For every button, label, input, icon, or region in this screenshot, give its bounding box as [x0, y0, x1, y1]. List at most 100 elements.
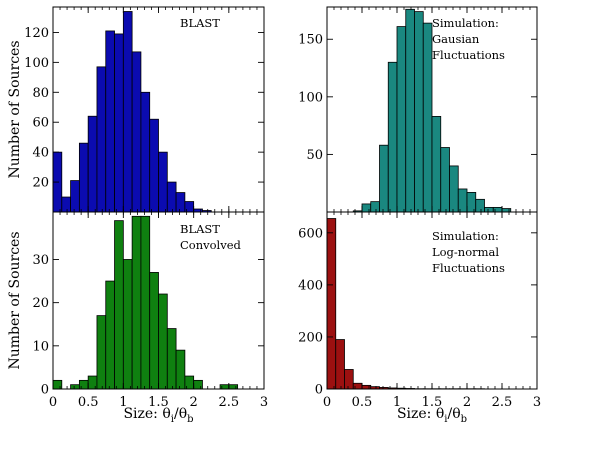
y-tick-label: 40 [32, 146, 49, 161]
histogram-bar [344, 369, 354, 390]
y-tick-label: 20 [32, 176, 49, 191]
x-tick-label: 2 [463, 395, 471, 410]
histogram-bar [96, 66, 107, 213]
histogram-bar [122, 259, 133, 390]
plot-frame [52, 211, 265, 390]
histogram-bar [361, 384, 372, 390]
histogram-bar [449, 165, 459, 213]
y-tick-label: 30 [32, 253, 49, 268]
histogram-bar [184, 375, 195, 390]
histogram-bar [387, 61, 398, 213]
histogram-bar [175, 349, 186, 390]
histogram-bar [131, 215, 142, 390]
histogram-bar [131, 51, 142, 213]
y-tick-label: 600 [298, 226, 323, 241]
histogram-bar [492, 206, 503, 213]
x-tick-label: 1 [119, 395, 127, 410]
histogram-bar [96, 315, 107, 390]
histogram-bar [114, 33, 124, 213]
histogram-bar [158, 293, 168, 390]
histogram-bar [501, 208, 512, 213]
y-axis-title: Number of Sources [7, 40, 23, 178]
histogram-bar [466, 192, 477, 213]
histogram-bar [326, 218, 337, 390]
y-tick-label: 0 [41, 383, 49, 398]
histogram-bar [87, 375, 98, 390]
histogram-bar [140, 91, 151, 213]
y-tick-label: 400 [298, 278, 323, 293]
panel-blast-convolved: 0 10 20 30 0 0.5 1 1.5 2 2.5 3 BLAST Convolved Number… [7, 211, 268, 425]
histogram-bar [352, 382, 363, 390]
panel-blast: 20 40 60 80 100 120 BLAST Number of Sources [7, 6, 265, 213]
histogram-bar [166, 181, 177, 213]
y-axis-title: Number of Sources [7, 231, 23, 369]
histogram-bar [105, 30, 115, 213]
panel-simulation-lognormal: 0 200 400 600 0 0.5 1 1.5 2 2.5 3 Simulation: Log-no… [298, 211, 541, 425]
y-tick-label: 80 [32, 86, 49, 101]
panel-label-line: BLAST [180, 222, 220, 236]
histogram-bar [370, 201, 380, 213]
x-tick-label: 0.5 [78, 395, 99, 410]
y-tick-label: 10 [32, 339, 49, 354]
x-axis-title: Size: θi/θb [397, 406, 467, 425]
x-tick-label: 0.5 [352, 395, 373, 410]
histogram-bar [78, 142, 89, 213]
x-tick-label: 1.5 [148, 395, 169, 410]
x-tick-label: 2.5 [218, 395, 239, 410]
histogram-bar [158, 151, 168, 213]
panel-label-line: Simulation: [432, 229, 499, 243]
histogram-bar [361, 203, 372, 213]
x-tick-label: 1.5 [422, 395, 443, 410]
histogram-bar [335, 339, 345, 390]
histogram-bar [70, 180, 80, 213]
histogram-bar [396, 26, 407, 213]
histogram-bar [61, 196, 71, 213]
y-tick-label: 50 [306, 148, 323, 163]
histogram-bar [149, 118, 159, 213]
x-tick-label: 0 [323, 395, 331, 410]
histogram-bar [405, 8, 415, 213]
x-tick-label: 3 [533, 395, 541, 410]
y-tick-label: 100 [24, 56, 49, 71]
y-tick-label: 100 [298, 90, 323, 105]
histogram-bar [422, 22, 433, 213]
x-tick-label: 1 [393, 395, 401, 410]
x-tick-label: 3 [260, 395, 268, 410]
panel-label-line: Convolved [180, 238, 242, 252]
histogram-bar [175, 192, 186, 213]
y-tick-label: 200 [298, 330, 323, 345]
histogram-bar [440, 147, 450, 213]
x-tick-label: 0 [49, 395, 57, 410]
histogram-bar [114, 220, 124, 390]
x-tick-label: 2 [190, 395, 198, 410]
histogram-bar [184, 201, 195, 213]
histogram-bar [78, 379, 89, 390]
histogram-bar [105, 280, 115, 390]
histogram-bar [457, 188, 468, 213]
x-tick-label: 2.5 [492, 395, 513, 410]
panel-label-line: Fluctuations [432, 261, 505, 275]
histogram-bar [431, 116, 442, 213]
histogram-bar [228, 384, 239, 390]
histogram-bar [87, 115, 98, 213]
y-tick-label: 150 [298, 33, 323, 48]
histogram-bar [193, 379, 203, 390]
x-axis-title: Size: θi/θb [123, 406, 193, 425]
panel-label-line: Fluctuations [432, 48, 505, 62]
y-tick-label: 60 [32, 116, 49, 131]
histogram-bar [140, 215, 151, 390]
panel-label-line: Gausian [432, 32, 480, 46]
histogram-bar [379, 144, 389, 213]
panel-label-line: Simulation: [432, 16, 499, 30]
panel-simulation-gaussian: 50 100 150 Simulation: Gausian Fluctuations [298, 6, 538, 213]
y-tick-label: 0 [315, 383, 323, 398]
plot-frame [326, 211, 538, 390]
y-tick-label: 120 [24, 26, 49, 41]
histogram-bar [149, 272, 159, 390]
histogram-bar [475, 198, 485, 213]
histogram-bar [219, 384, 230, 390]
histogram-bar [166, 328, 177, 390]
histogram-bar [414, 11, 424, 213]
y-tick-label: 20 [32, 296, 49, 311]
